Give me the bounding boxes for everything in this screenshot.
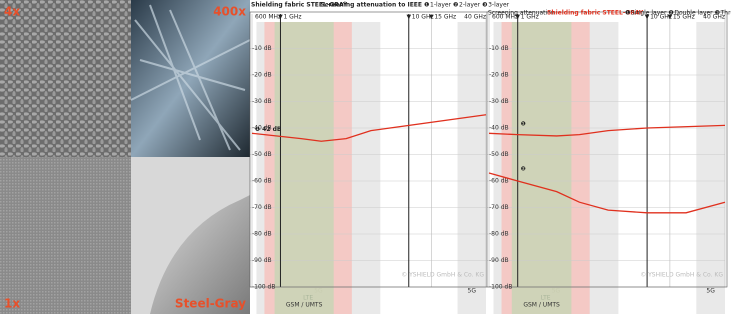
tick-arrow: ▼ (406, 14, 411, 21)
watermark: © YSHIELD GmbH & Co. KG (401, 272, 484, 279)
image-label: 4x (4, 5, 20, 19)
y-tick-label: -10 dB (252, 45, 272, 52)
legend-label: Three layer (720, 10, 731, 17)
y-tick-label: -60 dB (252, 178, 272, 185)
watermark: © YSHIELD GmbH & Co. KG (640, 272, 723, 279)
y-tick-label: -70 dB (489, 204, 509, 211)
page: 4x 400x 1x Steel-Gray 5GLTEGSM / UMTS5G-… (0, 0, 731, 314)
photo-4x (0, 0, 131, 157)
legend-label: 2-layer (459, 2, 481, 9)
photos: 4x 400x 1x Steel-Gray (0, 0, 250, 314)
x-tick-label: 40 GHz (464, 14, 486, 21)
band-label: GSM / UMTS (286, 302, 323, 309)
band-label: 5G (706, 288, 715, 295)
x-tick-label: 15 GHz (434, 14, 456, 21)
tick-arrow: ▼ (429, 14, 434, 21)
y-tick-label: -80 dB (489, 231, 509, 238)
band (458, 22, 486, 314)
legend-marker: ❶ (424, 2, 429, 9)
y-tick-label: -30 dB (252, 98, 272, 105)
photo-400x (131, 0, 250, 157)
x-tick-label: 1 GHz (283, 14, 301, 21)
image-label: 400x (213, 5, 246, 19)
legend-marker: ❷ (668, 10, 673, 17)
y-tick-label: -40 dB (489, 125, 509, 132)
annotation: ❶ 42 dB (255, 126, 282, 133)
band (275, 22, 334, 314)
y-tick-label: -20 dB (489, 72, 509, 79)
y-tick-label: -60 dB (489, 178, 509, 185)
y-tick-label: -90 dB (252, 257, 272, 264)
band-label: 5G (468, 288, 477, 295)
tick-arrow: ▼ (278, 14, 283, 21)
y-tick-label: -80 dB (252, 231, 272, 238)
y-tick-label: -50 dB (252, 151, 272, 158)
annotation: ❷ (521, 166, 526, 173)
y-tick-label: -20 dB (252, 72, 272, 79)
legend-marker: ❶ (625, 10, 630, 17)
chart-subtitle: Screening attenuation to IEEE (321, 2, 422, 9)
legend-label: 1-layer (430, 2, 452, 9)
y-tick-label: -70 dB (252, 204, 272, 211)
legend-marker: ❷ (453, 2, 458, 9)
chart-title: Screening attenuation (488, 10, 555, 17)
image-label: Steel-Gray (175, 297, 246, 311)
y-tick-label: -90 dB (489, 257, 509, 264)
photo-1x (0, 157, 131, 314)
annotation: ❶ (521, 121, 526, 128)
image-label: 1x (4, 297, 20, 311)
y-tick-label: -50 dB (489, 151, 509, 158)
legend-label: 3-layer (488, 2, 510, 9)
legend-label: Single layer (631, 10, 667, 17)
band-label: GSM / UMTS (523, 302, 560, 309)
y-tick-label: -30 dB (489, 98, 509, 105)
y-tick-label: -10 dB (489, 45, 509, 52)
band (696, 22, 725, 314)
legend-label: Double layer (674, 10, 713, 17)
